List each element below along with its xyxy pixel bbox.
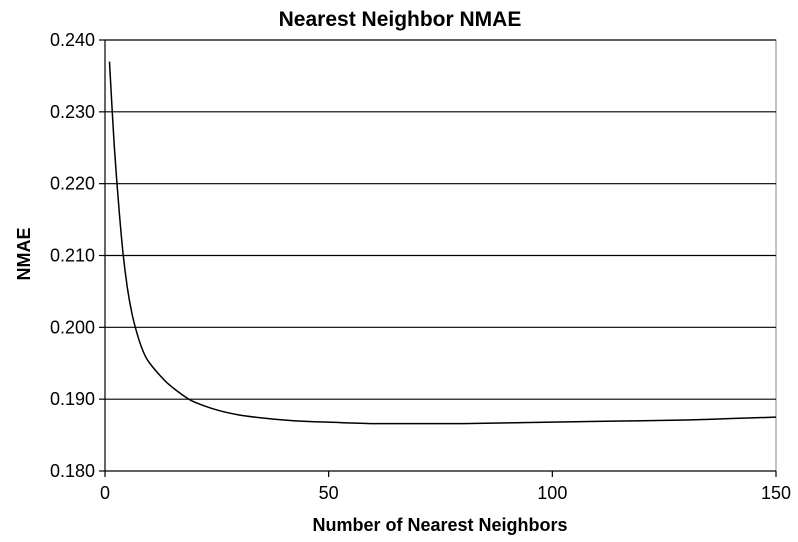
y-tick-label: 0.240 [50,30,95,50]
y-tick-label: 0.190 [50,389,95,409]
series-line [108,61,777,425]
y-tick-label: 0.220 [50,174,95,194]
y-tick-label: 0.230 [50,102,95,122]
x-tick-label: 100 [537,483,567,503]
y-axis-title: NMAE [14,228,34,281]
x-tick-label: 150 [761,483,791,503]
y-axis: 0.180 0.190 0.200 0.210 0.220 0.230 0.240 [50,30,106,481]
x-axis: 0 50 100 150 [100,470,791,503]
y-tick-label: 0.200 [50,317,95,337]
y-tick-label: 0.180 [50,461,95,481]
x-tick-label: 0 [100,483,110,503]
chart-title: Nearest Neighbor NMAE [279,8,522,31]
y-tick-label: 0.210 [50,246,95,266]
x-tick-label: 50 [319,483,339,503]
gridlines [105,39,776,400]
x-axis-title: Number of Nearest Neighbors [312,515,567,535]
